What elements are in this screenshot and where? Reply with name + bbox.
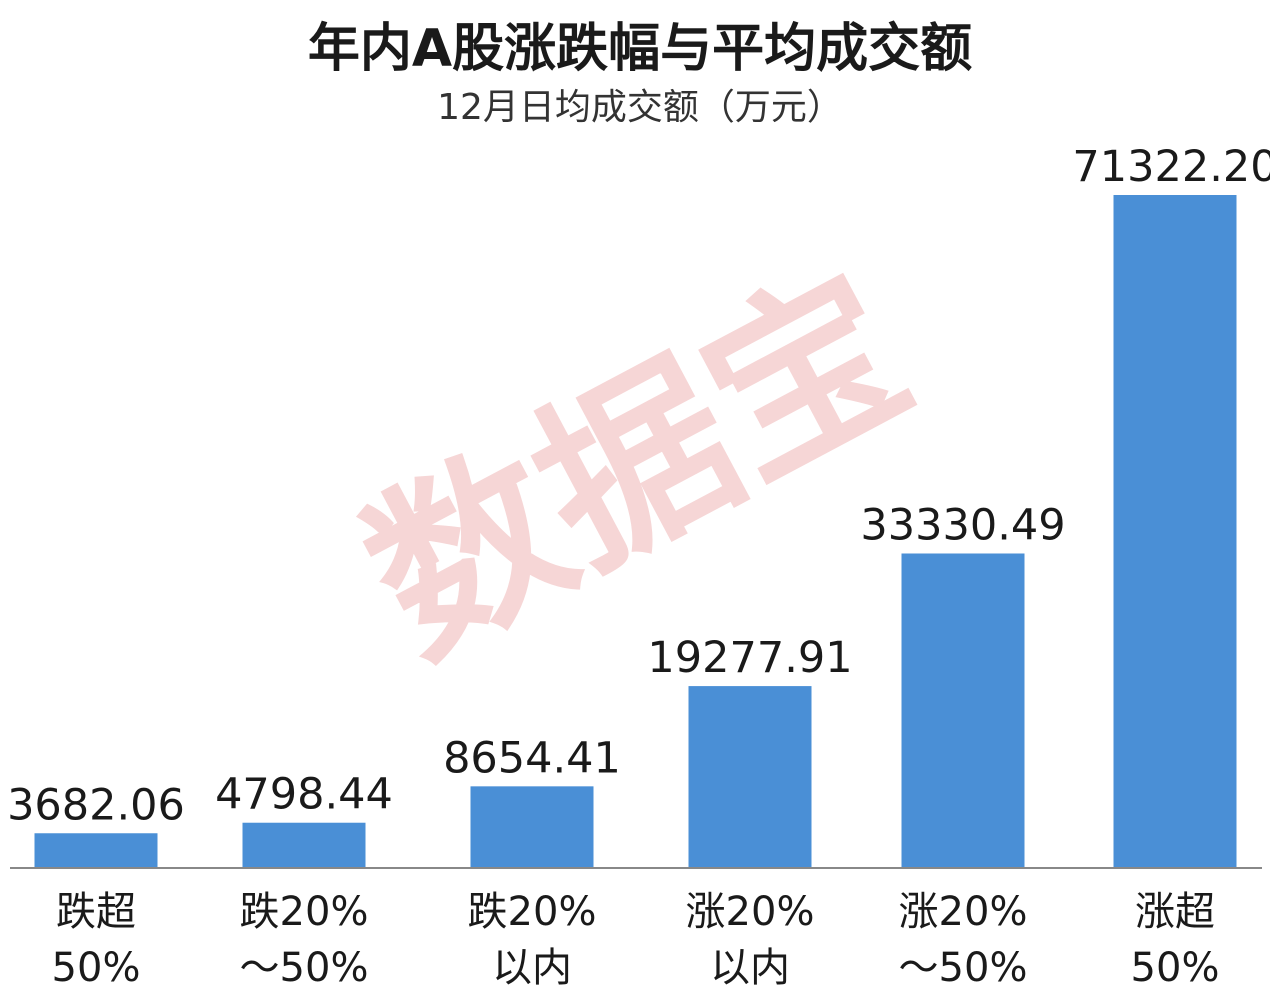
category-labels: 跌超 50% 跌20% ～50% 跌20% 以内 涨20% 以内 涨20% ～50% 涨超 50% (52, 889, 1220, 991)
value-label-2: 4798.44 (215, 770, 393, 820)
category-label-1-line-2: 50% (52, 945, 141, 991)
category-label-4-line-1: 涨20% (686, 889, 815, 935)
watermark-text: 数据宝 (334, 234, 941, 697)
value-label-3: 8654.41 (443, 733, 621, 783)
value-labels: 3682.06 4798.44 8654.41 19277.91 33330.49 713… (7, 142, 1270, 830)
category-label-1-line-1: 跌超 (56, 889, 136, 935)
bar-2 (242, 822, 366, 868)
category-label-2-line-1: 跌20% (240, 889, 369, 935)
category-label-5-line-2: ～50% (899, 945, 1028, 991)
value-label-1: 3682.06 (7, 780, 185, 830)
category-label-3-line-1: 跌20% (468, 889, 597, 935)
category-label-2-line-2: ～50% (240, 945, 369, 991)
bar-1 (34, 833, 158, 868)
bar-6 (1113, 195, 1237, 868)
chart-title: 年内A股涨跌幅与平均成交额 (308, 19, 972, 79)
category-label-6-line-2: 50% (1131, 945, 1220, 991)
chart-subtitle: 12月日均成交额（万元） (437, 87, 843, 128)
bar-5 (901, 553, 1025, 868)
value-label-5: 33330.49 (860, 500, 1065, 550)
bars (34, 195, 1237, 868)
category-label-6-line-1: 涨超 (1135, 889, 1215, 935)
value-label-4: 19277.91 (647, 633, 852, 683)
category-label-5-line-1: 涨20% (899, 889, 1028, 935)
bar-4 (688, 686, 812, 868)
bar-3 (470, 786, 594, 868)
category-label-4-line-2: 以内 (710, 945, 790, 991)
watermark: 数据宝 (334, 234, 941, 697)
category-label-3-line-2: 以内 (492, 945, 572, 991)
value-label-6: 71322.20 (1072, 142, 1270, 192)
